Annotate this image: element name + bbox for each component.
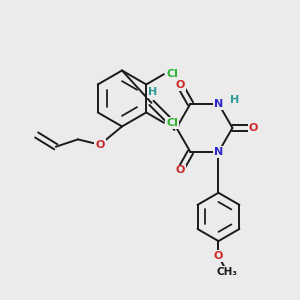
Text: O: O bbox=[214, 251, 223, 261]
Text: N: N bbox=[214, 99, 223, 109]
Text: H: H bbox=[230, 95, 239, 105]
Text: N: N bbox=[214, 147, 223, 157]
Text: Cl: Cl bbox=[166, 69, 178, 79]
Text: O: O bbox=[176, 80, 185, 90]
Text: CH₃: CH₃ bbox=[217, 267, 238, 277]
Text: O: O bbox=[95, 140, 105, 150]
Text: O: O bbox=[249, 123, 258, 133]
Text: Cl: Cl bbox=[166, 118, 178, 128]
Text: O: O bbox=[176, 165, 185, 176]
Text: H: H bbox=[148, 87, 158, 97]
